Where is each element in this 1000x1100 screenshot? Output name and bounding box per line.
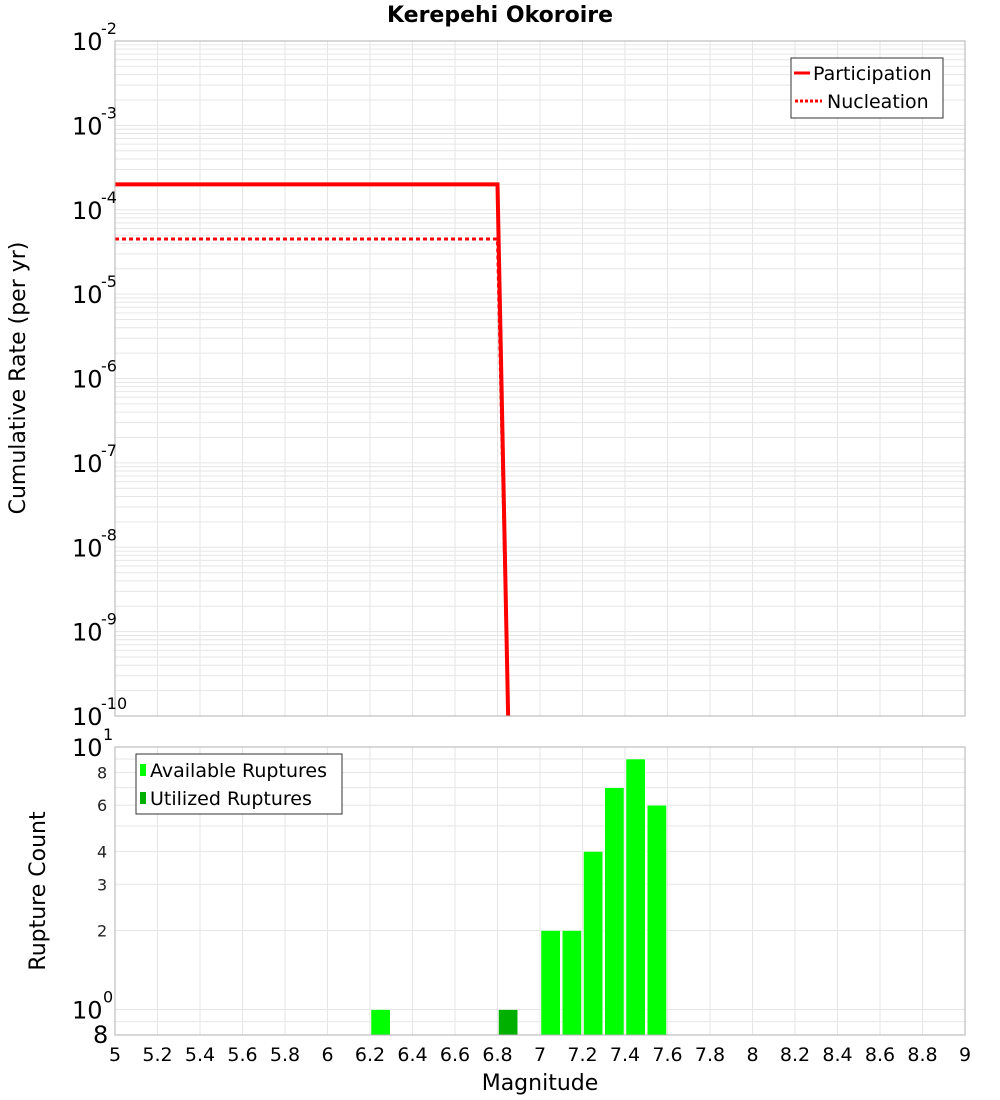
svg-text:10: 10 (72, 450, 103, 478)
x-axis-label: Magnitude (482, 1071, 599, 1096)
x-tick-label: 7.8 (695, 1044, 725, 1066)
rupture-bars (370, 758, 667, 1036)
chart-title: Kerepehi Okoroire (387, 3, 613, 28)
x-tick-label: 6.6 (440, 1044, 470, 1066)
y-tick-label: 6 (97, 796, 107, 815)
x-tick-label: 8.8 (907, 1044, 937, 1066)
x-tick-label: 6.2 (355, 1044, 385, 1066)
svg-text:10: 10 (72, 281, 103, 309)
participation-legend-label: Participation (813, 63, 932, 85)
available-legend-label: Available Ruptures (150, 760, 327, 782)
y-tick-label: 10-2 (72, 19, 117, 56)
y-tick-label: 10-6 (72, 357, 117, 394)
utilized-legend-label: Utilized Ruptures (150, 788, 312, 810)
y-tick-label: 10-9 (72, 610, 117, 647)
svg-text:10: 10 (72, 997, 103, 1025)
nucleation-legend-label: Nucleation (827, 91, 929, 113)
svg-text:10: 10 (72, 703, 103, 731)
svg-text:-6: -6 (101, 357, 117, 376)
svg-text:10: 10 (72, 734, 103, 762)
svg-text:-9: -9 (101, 610, 117, 629)
available-ruptures-bar (604, 787, 625, 1036)
available-ruptures-bar (540, 930, 561, 1036)
x-tick-label: 5.4 (185, 1044, 215, 1066)
available-ruptures-bar (625, 758, 646, 1036)
svg-text:10: 10 (72, 366, 103, 394)
y-tick-label: 10-10 (72, 694, 127, 731)
y-tick-label: 2 (97, 922, 107, 941)
svg-text:1: 1 (103, 725, 113, 744)
y-tick-label: 10 1 (72, 725, 113, 762)
x-tick-label: 7.6 (652, 1044, 682, 1066)
x-tick-label: 5.8 (270, 1044, 300, 1066)
y-tick-label: 10 0 (72, 988, 113, 1025)
svg-text:10: 10 (72, 28, 103, 56)
y-tick-label: 10-7 (72, 441, 117, 478)
y-tick-label: 10-4 (72, 188, 117, 225)
utilized-legend-swatch (140, 792, 146, 804)
x-tick-label: 7.4 (610, 1044, 640, 1066)
svg-text:-2: -2 (101, 19, 117, 38)
svg-text:-3: -3 (101, 103, 117, 122)
x-tick-label: 8.2 (780, 1044, 810, 1066)
x-tick-label: 5.6 (227, 1044, 257, 1066)
top-legend-box (790, 57, 944, 119)
available-ruptures-bar (583, 851, 603, 1036)
y-tick-label: 4 (97, 842, 107, 861)
y-tick-label: 10-5 (72, 272, 117, 309)
bottom-legend: Available Ruptures Utilized Ruptures (135, 753, 343, 815)
svg-text:10: 10 (72, 619, 103, 647)
bottom-plot-frame (114, 746, 966, 1036)
top-y-ticks: 10-210-310-410-510-610-710-810-910-10 (72, 19, 127, 731)
y-tick-label: 8 (97, 763, 107, 782)
x-tick-label: 6.8 (482, 1044, 512, 1066)
x-ticks: 5 5.2 5.4 5.6 5.8 6 6.2 6.4 6.6 6.8 7 7.2 7.4 7.6 7.8 8… (109, 1044, 971, 1066)
svg-text:-8: -8 (101, 525, 117, 544)
x-tick-label: 8 (746, 1044, 758, 1066)
available-ruptures-bar (562, 930, 582, 1036)
top-y-axis-label: Cumulative Rate (per yr) (6, 242, 31, 515)
x-tick-label: 7.2 (567, 1044, 597, 1066)
available-ruptures-bar (647, 804, 667, 1036)
svg-text:10: 10 (72, 197, 103, 225)
nucleation-line (115, 237, 510, 717)
x-tick-label: 6 (321, 1044, 333, 1066)
bottom-legend-box (135, 753, 343, 815)
top-plot-frame (114, 40, 966, 717)
svg-text:10: 10 (72, 534, 103, 562)
available-legend-swatch (140, 764, 146, 776)
svg-text:0: 0 (103, 988, 113, 1007)
svg-text:10: 10 (72, 112, 103, 140)
y-tick-label: 10-8 (72, 525, 117, 562)
x-tick-label: 8.4 (822, 1044, 852, 1066)
x-tick-label: 5.2 (142, 1044, 172, 1066)
x-tick-label: 6.4 (397, 1044, 427, 1066)
svg-text:-7: -7 (101, 441, 117, 460)
top-grid (114, 41, 966, 717)
x-tick-label: 7 (534, 1044, 546, 1066)
bottom-y-axis-label: Rupture Count (26, 811, 51, 971)
utilized-ruptures-bar (498, 1009, 518, 1036)
x-tick-label: 9 (959, 1044, 971, 1066)
svg-text:-10: -10 (101, 694, 127, 713)
x-tick-label: 5 (109, 1044, 121, 1066)
rate-lines (115, 182, 511, 717)
y-tick-label: 10-3 (72, 103, 117, 140)
svg-text:-4: -4 (101, 188, 117, 207)
available-ruptures-bar (370, 1009, 391, 1036)
y-tick-label: 8 (93, 1021, 108, 1049)
y-tick-label: 3 (97, 875, 107, 894)
top-legend: Participation Nucleation (790, 57, 944, 119)
svg-text:-5: -5 (101, 272, 117, 291)
cumulative-rate-plot: 10-210-310-410-510-610-710-810-910-10 Cu… (6, 19, 966, 731)
x-tick-label: 8.6 (865, 1044, 895, 1066)
